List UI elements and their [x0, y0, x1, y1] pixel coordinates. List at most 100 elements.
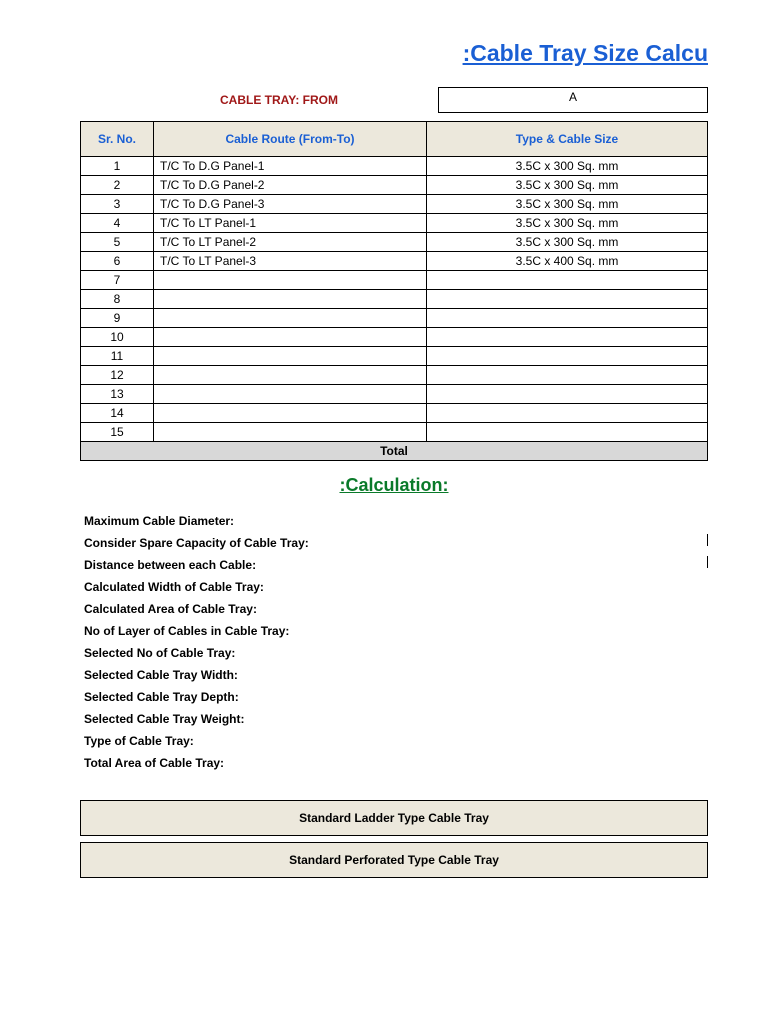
- from-row: CABLE TRAY: FROM A: [80, 87, 708, 113]
- calc-item-label: Calculated Area of Cable Tray:: [84, 602, 257, 616]
- cell-route: [154, 271, 427, 290]
- cell-route: [154, 347, 427, 366]
- calc-item: Total Area of Cable Tray:: [84, 752, 708, 774]
- table-row: 8: [81, 290, 708, 309]
- type-box-section: Standard Ladder Type Cable Tray Standard …: [80, 800, 708, 878]
- cell-sr: 5: [81, 233, 154, 252]
- cell-route: [154, 404, 427, 423]
- table-header-row: Sr. No. Cable Route (From-To) Type & Cab…: [81, 122, 708, 157]
- cell-route: T/C To D.G Panel-2: [154, 176, 427, 195]
- total-row: Total: [81, 442, 708, 461]
- table-row: 1T/C To D.G Panel-13.5C x 300 Sq. mm: [81, 157, 708, 176]
- cell-type: [427, 385, 708, 404]
- calc-item: Selected Cable Tray Weight:: [84, 708, 708, 730]
- cell-route: [154, 309, 427, 328]
- table-row: 4T/C To LT Panel-13.5C x 300 Sq. mm: [81, 214, 708, 233]
- cell-type: 3.5C x 300 Sq. mm: [427, 233, 708, 252]
- cell-sr: 9: [81, 309, 154, 328]
- table-row: 10: [81, 328, 708, 347]
- calc-tick: [707, 556, 708, 568]
- from-value-box[interactable]: A: [438, 87, 708, 113]
- table-row: 11: [81, 347, 708, 366]
- cell-sr: 6: [81, 252, 154, 271]
- table-row: 13: [81, 385, 708, 404]
- cell-type: 3.5C x 300 Sq. mm: [427, 214, 708, 233]
- cell-type: 3.5C x 400 Sq. mm: [427, 252, 708, 271]
- table-row: 7: [81, 271, 708, 290]
- total-label: Total: [81, 442, 708, 461]
- table-row: 2T/C To D.G Panel-23.5C x 300 Sq. mm: [81, 176, 708, 195]
- calculation-title: :Calculation:: [80, 475, 708, 496]
- col-header-type: Type & Cable Size: [427, 122, 708, 157]
- cell-type: [427, 271, 708, 290]
- col-header-route: Cable Route (From-To): [154, 122, 427, 157]
- cell-sr: 8: [81, 290, 154, 309]
- cell-type: 3.5C x 300 Sq. mm: [427, 157, 708, 176]
- calc-item-label: Distance between each Cable:: [84, 558, 256, 572]
- calc-item: Distance between each Cable:: [84, 554, 708, 576]
- cell-type: [427, 347, 708, 366]
- cell-type: [427, 328, 708, 347]
- cell-route: [154, 328, 427, 347]
- calc-item-label: Selected No of Cable Tray:: [84, 646, 235, 660]
- cell-route: [154, 366, 427, 385]
- type-box: Standard Ladder Type Cable Tray: [80, 800, 708, 836]
- cell-route: T/C To LT Panel-3: [154, 252, 427, 271]
- cell-route: T/C To D.G Panel-1: [154, 157, 427, 176]
- cell-type: [427, 404, 708, 423]
- cell-sr: 3: [81, 195, 154, 214]
- cell-type: [427, 366, 708, 385]
- calc-item: Maximum Cable Diameter:: [84, 510, 708, 532]
- cell-type: [427, 290, 708, 309]
- table-row: 12: [81, 366, 708, 385]
- calc-item: No of Layer of Cables in Cable Tray:: [84, 620, 708, 642]
- calculation-list: Maximum Cable Diameter: Consider Spare Ca…: [84, 510, 708, 774]
- cell-sr: 4: [81, 214, 154, 233]
- cell-type: [427, 309, 708, 328]
- calc-item-label: Consider Spare Capacity of Cable Tray:: [84, 536, 309, 550]
- cell-sr: 2: [81, 176, 154, 195]
- calc-item-label: Total Area of Cable Tray:: [84, 756, 224, 770]
- calc-item: Type of Cable Tray:: [84, 730, 708, 752]
- cell-sr: 7: [81, 271, 154, 290]
- calc-item-label: Selected Cable Tray Width:: [84, 668, 238, 682]
- calc-item: Calculated Width of Cable Tray:: [84, 576, 708, 598]
- table-row: 6T/C To LT Panel-33.5C x 400 Sq. mm: [81, 252, 708, 271]
- calc-item-label: Selected Cable Tray Depth:: [84, 690, 239, 704]
- table-row: 9: [81, 309, 708, 328]
- table-row: 15: [81, 423, 708, 442]
- cell-sr: 13: [81, 385, 154, 404]
- calc-item-label: Maximum Cable Diameter:: [84, 514, 234, 528]
- cell-type: 3.5C x 300 Sq. mm: [427, 195, 708, 214]
- calc-item-label: No of Layer of Cables in Cable Tray:: [84, 624, 289, 638]
- col-header-sr: Sr. No.: [81, 122, 154, 157]
- cell-type: 3.5C x 300 Sq. mm: [427, 176, 708, 195]
- calc-item: Selected Cable Tray Depth:: [84, 686, 708, 708]
- cell-route: [154, 423, 427, 442]
- type-box: Standard Perforated Type Cable Tray: [80, 842, 708, 878]
- cell-route: [154, 290, 427, 309]
- cell-sr: 14: [81, 404, 154, 423]
- cell-sr: 12: [81, 366, 154, 385]
- calc-item: Consider Spare Capacity of Cable Tray:: [84, 532, 708, 554]
- calc-item: Selected No of Cable Tray:: [84, 642, 708, 664]
- cell-sr: 11: [81, 347, 154, 366]
- calc-item-label: Type of Cable Tray:: [84, 734, 194, 748]
- calc-tick: [707, 534, 708, 546]
- calc-item-label: Selected Cable Tray Weight:: [84, 712, 245, 726]
- table-row: 14: [81, 404, 708, 423]
- cell-route: T/C To LT Panel-1: [154, 214, 427, 233]
- cell-route: T/C To D.G Panel-3: [154, 195, 427, 214]
- cell-route: [154, 385, 427, 404]
- cell-sr: 10: [81, 328, 154, 347]
- calc-item: Calculated Area of Cable Tray:: [84, 598, 708, 620]
- cell-sr: 1: [81, 157, 154, 176]
- cell-route: T/C To LT Panel-2: [154, 233, 427, 252]
- page-title: :Cable Tray Size Calcu: [80, 40, 708, 67]
- cell-sr: 15: [81, 423, 154, 442]
- table-row: 3T/C To D.G Panel-33.5C x 300 Sq. mm: [81, 195, 708, 214]
- table-row: 5T/C To LT Panel-23.5C x 300 Sq. mm: [81, 233, 708, 252]
- cell-type: [427, 423, 708, 442]
- calc-item-label: Calculated Width of Cable Tray:: [84, 580, 264, 594]
- from-label: CABLE TRAY: FROM: [220, 93, 338, 107]
